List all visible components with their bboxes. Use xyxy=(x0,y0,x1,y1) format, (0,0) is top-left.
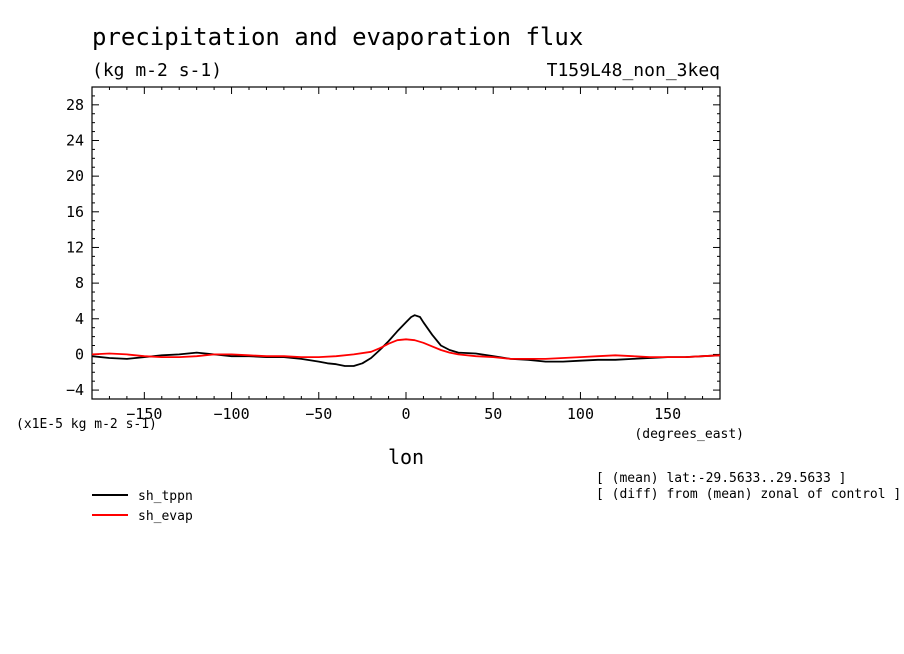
x-tick-label: −100 xyxy=(213,405,249,423)
series-lines xyxy=(91,314,721,367)
series-line-sh-tppn xyxy=(91,314,721,367)
note-diff-control: [ (diff) from (mean) zonal of control ] xyxy=(596,487,901,502)
y-tick-label: 20 xyxy=(66,167,84,185)
x-axis-ticks: −150 −100 −50 0 50 100 150 xyxy=(91,87,721,423)
run-label: T159L48_non_3keq xyxy=(547,60,720,81)
legend: sh_tppn sh_evap xyxy=(92,489,193,524)
legend-label-sh-tppn: sh_tppn xyxy=(138,489,193,504)
plot-frame xyxy=(91,86,721,400)
y-tick-label: −4 xyxy=(66,381,84,399)
y-axis-ticks: −4 0 4 8 12 16 20 24 28 xyxy=(66,86,720,400)
legend-label-sh-evap: sh_evap xyxy=(138,509,193,524)
y-tick-label: 24 xyxy=(66,131,84,149)
note-lat-range: [ (mean) lat:-29.5633..29.5633 ] xyxy=(596,471,846,486)
y-tick-label: 28 xyxy=(66,96,84,114)
units-label: (kg m-2 s-1) xyxy=(92,60,222,81)
y-tick-label: 12 xyxy=(66,238,84,256)
y-tick-label: 0 xyxy=(75,345,84,363)
scale-label: (x1E-5 kg m-2 s-1) xyxy=(16,417,157,432)
x-tick-label: 150 xyxy=(654,405,681,423)
y-tick-label: 8 xyxy=(75,274,84,292)
x-tick-label: 50 xyxy=(484,405,502,423)
y-tick-label: 4 xyxy=(75,310,84,328)
x-tick-label: −50 xyxy=(305,405,332,423)
y-tick-label: 16 xyxy=(66,203,84,221)
x-tick-label: 100 xyxy=(567,405,594,423)
x-axis-label: lon xyxy=(388,445,424,469)
plot-area: −4 0 4 8 12 16 20 24 28 −150 −100 −50 0 50 100 150 xyxy=(66,86,721,423)
x-tick-label: 0 xyxy=(401,405,410,423)
chart-title: precipitation and evaporation flux xyxy=(92,23,583,51)
x-tick-label: −150 xyxy=(126,405,162,423)
series-line-sh-evap xyxy=(91,338,721,360)
x-units-label: (degrees_east) xyxy=(634,427,744,442)
